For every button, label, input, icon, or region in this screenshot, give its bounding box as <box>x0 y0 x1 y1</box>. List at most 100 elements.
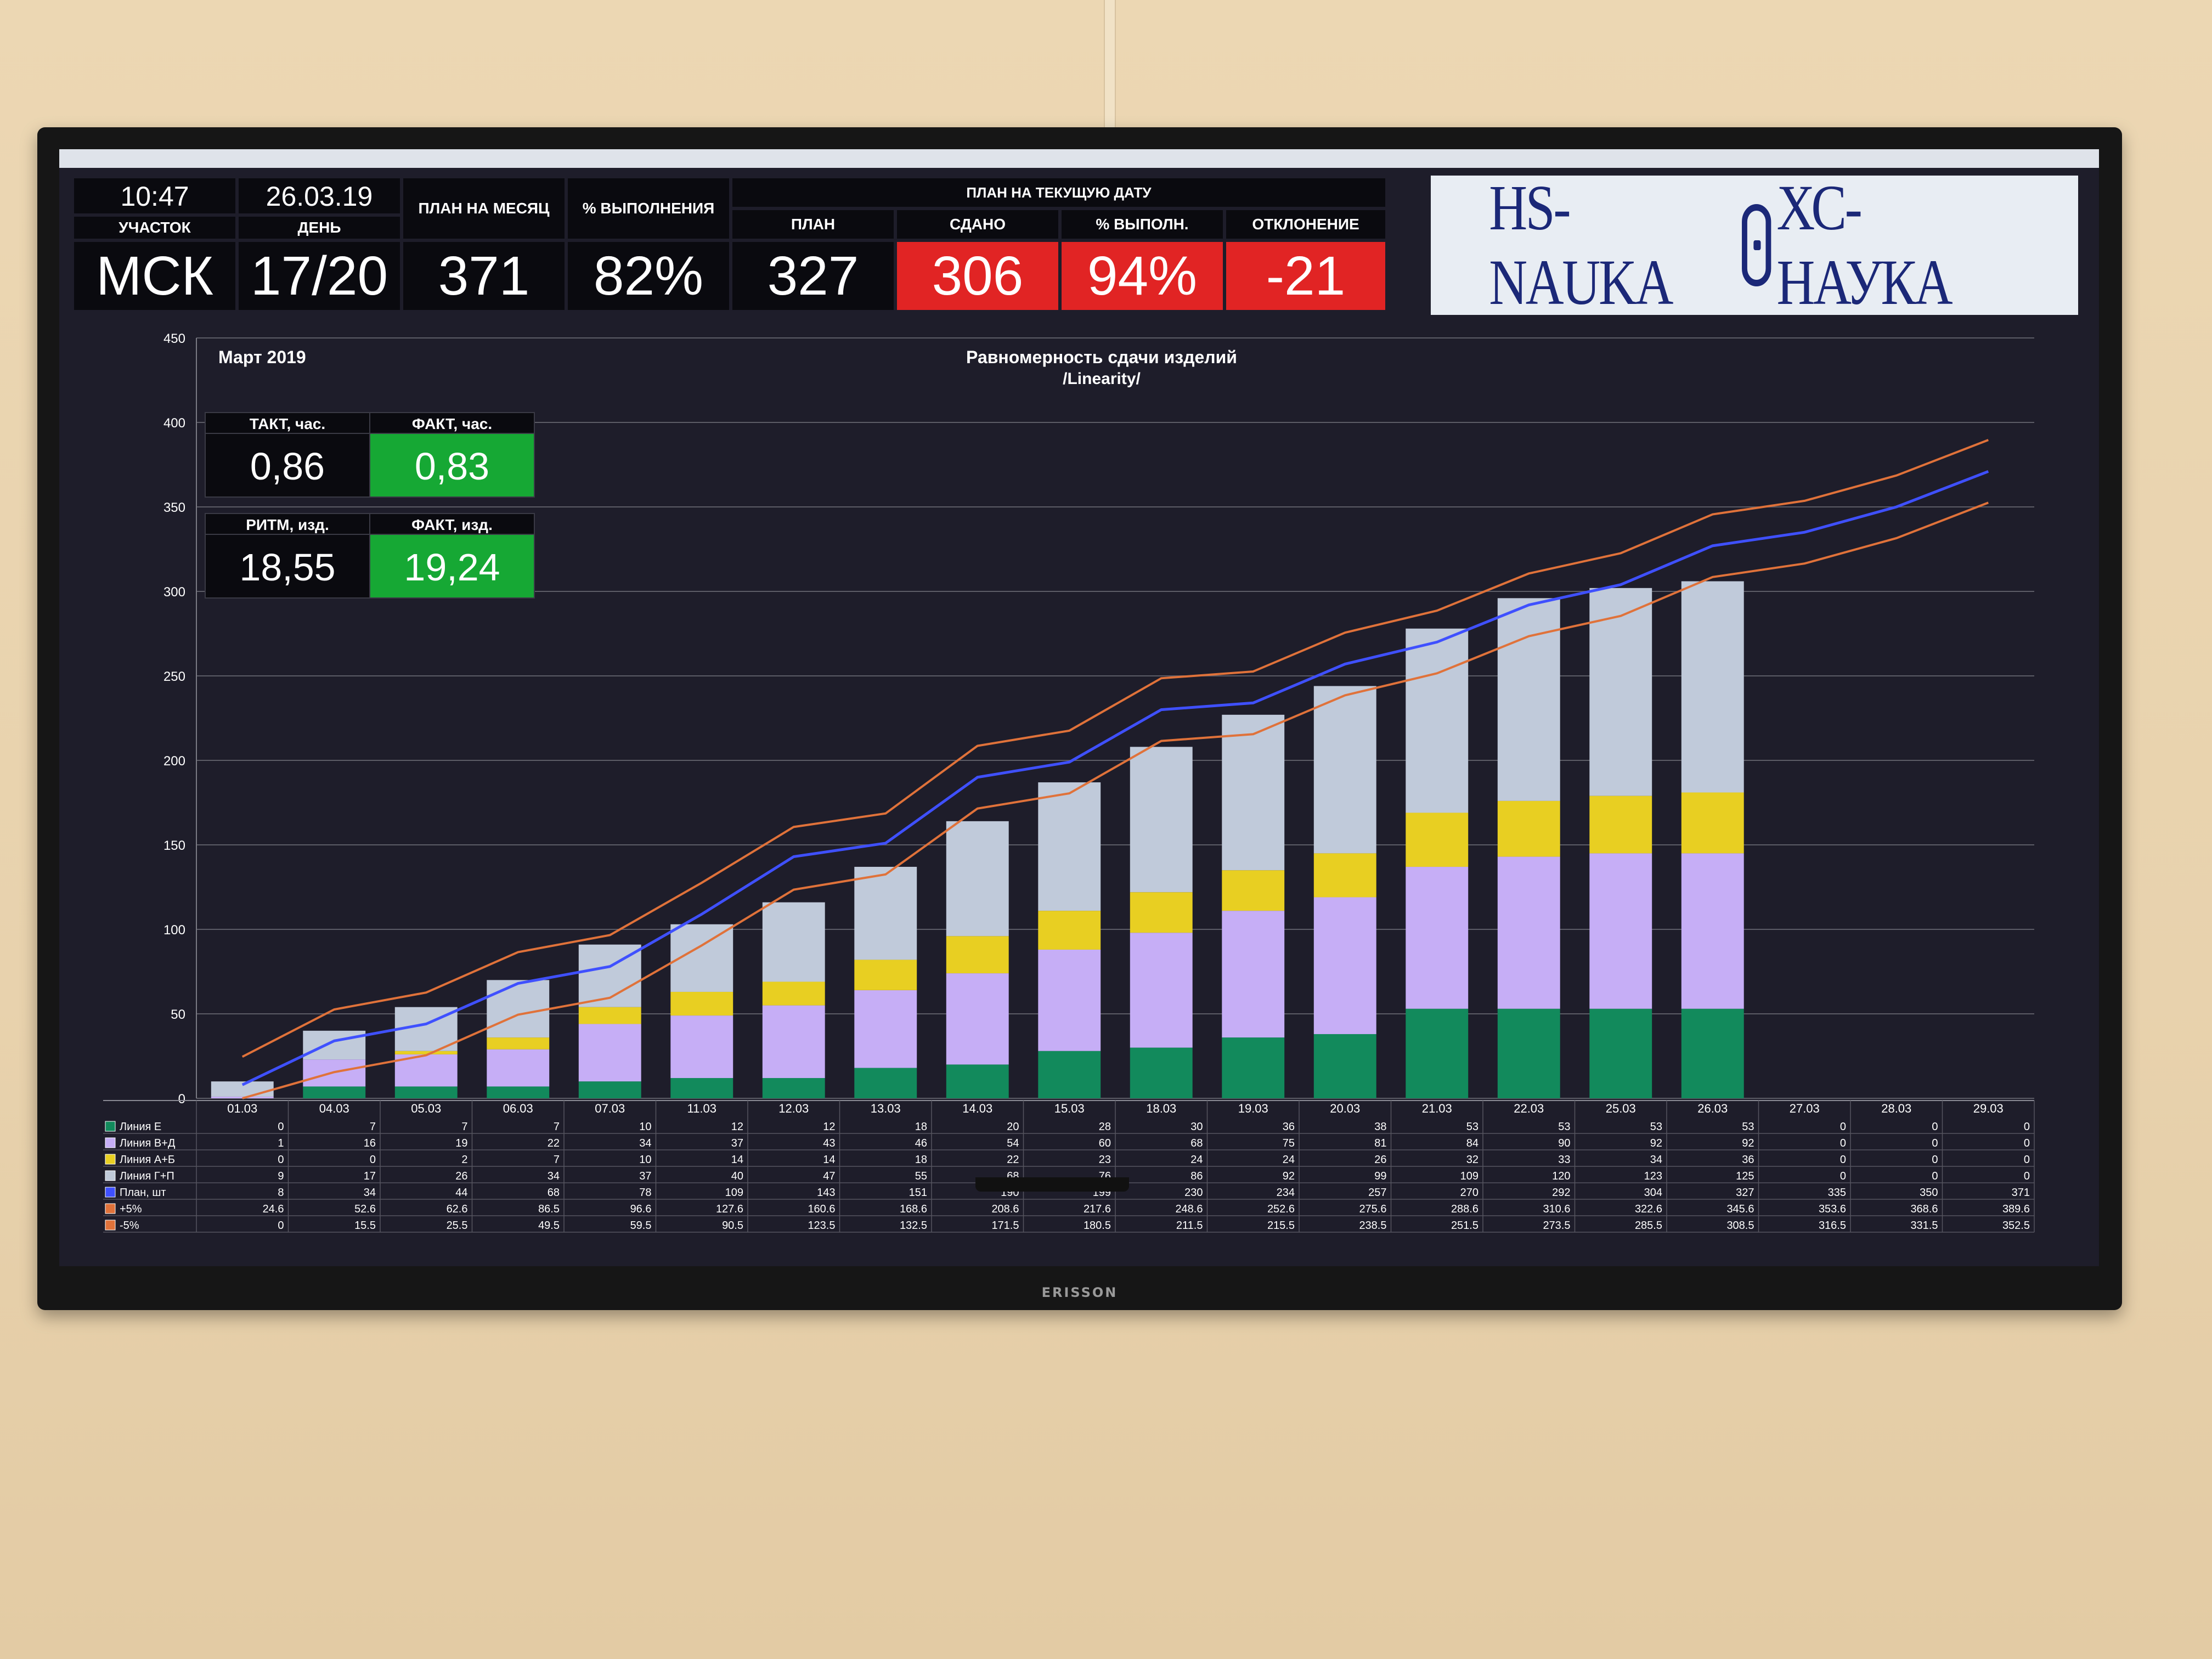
table-cell: 10 <box>639 1154 651 1166</box>
table-cell: 353.6 <box>1819 1203 1846 1215</box>
bar-segment <box>670 1015 733 1079</box>
table-cell: 99 <box>1374 1170 1386 1182</box>
table-cell: 68 <box>548 1187 560 1199</box>
table-cell: 345.6 <box>1726 1203 1754 1215</box>
table-cell: 47 <box>823 1170 835 1182</box>
table-cell: 20 <box>1007 1121 1019 1133</box>
table-row-label: Линия А+Б <box>120 1154 175 1166</box>
chart-title: Равномерность сдачи изделий <box>966 347 1237 367</box>
takt-fact-value: 0,83 <box>415 445 489 488</box>
table-cell: 0 <box>278 1220 284 1232</box>
table-row-label: +5% <box>120 1203 142 1215</box>
bar-segment <box>762 902 825 982</box>
section-value-cell: МСК <box>72 240 237 312</box>
table-cell: 292 <box>1552 1187 1570 1199</box>
rhythm-label: РИТМ, изд. <box>246 516 329 533</box>
bar-segment <box>1406 1008 1469 1098</box>
bar-segment <box>762 981 825 1006</box>
bar-segment <box>854 990 917 1068</box>
y-tick-label: 350 <box>163 500 185 515</box>
table-cell: 389.6 <box>2002 1203 2030 1215</box>
bar-segment <box>394 1051 458 1054</box>
delivered-value: 306 <box>932 245 1024 307</box>
y-tick-label: 150 <box>163 838 185 853</box>
table-cell: 62.6 <box>447 1203 468 1215</box>
y-tick-label: 50 <box>171 1007 185 1022</box>
x-tick-label: 05.03 <box>411 1102 441 1115</box>
legend-swatch <box>105 1220 116 1231</box>
legend-swatch <box>105 1121 116 1132</box>
table-cell: 53 <box>1558 1121 1570 1133</box>
bar-segment <box>578 1081 641 1098</box>
series-line <box>241 470 1989 1086</box>
y-tick-label: 450 <box>163 331 185 346</box>
table-cell: 257 <box>1368 1187 1386 1199</box>
bar-segment <box>1313 897 1376 1034</box>
table-cell: 22 <box>548 1137 560 1149</box>
bar-segment <box>1313 853 1376 898</box>
takt-fact-label-box <box>369 412 535 434</box>
table-cell: 53 <box>1466 1121 1479 1133</box>
bar-segment <box>1681 792 1744 854</box>
table-cell: 75 <box>1283 1137 1295 1149</box>
table-cell: 310.6 <box>1543 1203 1570 1215</box>
table-cell: 143 <box>817 1187 835 1199</box>
bar-segment <box>854 867 917 960</box>
table-cell: 24.6 <box>263 1203 284 1215</box>
legend-swatch <box>105 1203 116 1214</box>
table-cell: 160.6 <box>808 1203 835 1215</box>
table-cell: 7 <box>554 1121 560 1133</box>
table-cell: 151 <box>909 1187 927 1199</box>
y-axis: 0 50 100 150 200 250 300 350 400 450 <box>163 331 197 1107</box>
x-tick-label: 01.03 <box>227 1102 257 1115</box>
x-tick-label: 29.03 <box>1973 1102 2004 1115</box>
bar-segment <box>1038 1051 1101 1098</box>
month-plan-label: ПЛАН НА МЕСЯЦ <box>418 200 550 217</box>
table-cell: 92 <box>1283 1170 1295 1182</box>
x-tick-label: 21.03 <box>1422 1102 1452 1115</box>
bar-segment <box>1406 867 1469 1009</box>
x-tick-label: 04.03 <box>319 1102 349 1115</box>
table-cell: 26 <box>1374 1154 1386 1166</box>
table-cell: 14 <box>823 1154 835 1166</box>
x-tick-label: 11.03 <box>687 1102 716 1115</box>
section-value: МСК <box>96 245 213 307</box>
bar-segment <box>1589 1008 1652 1098</box>
table-cell: 180.5 <box>1084 1220 1111 1232</box>
bar-segment <box>1497 598 1560 801</box>
table-cell: 40 <box>731 1170 743 1182</box>
bar-segment <box>854 960 917 990</box>
table-cell: 125 <box>1736 1170 1754 1182</box>
table-cell: 60 <box>1099 1137 1111 1149</box>
y-tick-label: 400 <box>163 416 185 431</box>
x-tick-label: 28.03 <box>1881 1102 1911 1115</box>
bar-segment <box>487 1049 550 1087</box>
rhythm-fact-label-box <box>369 513 535 535</box>
bar-segment <box>1222 714 1285 871</box>
table-cell: 127.6 <box>716 1203 743 1215</box>
table-cell: 120 <box>1552 1170 1570 1182</box>
bar-segment <box>1589 795 1652 854</box>
section-label: УЧАСТОК <box>119 219 191 236</box>
bar-segment <box>1038 782 1101 911</box>
deviation-value: -21 <box>1266 245 1346 307</box>
table-cell: 90 <box>1558 1137 1570 1149</box>
table-cell: 7 <box>554 1154 560 1166</box>
x-tick-label: 20.03 <box>1330 1102 1360 1115</box>
table-cell: 234 <box>1277 1187 1295 1199</box>
table-cell: 46 <box>915 1137 927 1149</box>
chart-lines <box>241 439 1989 1099</box>
bar-segment <box>1130 747 1193 893</box>
table-cell: 36 <box>1283 1121 1295 1133</box>
table-row-label: Линия Е <box>120 1121 161 1133</box>
table-row-label: Линия В+Д <box>120 1137 176 1149</box>
x-tick-label: 06.03 <box>503 1102 533 1115</box>
table-cell: 55 <box>915 1170 927 1182</box>
pct-value: 94% <box>1087 245 1198 307</box>
table-cell: 208.6 <box>991 1203 1019 1215</box>
bar-segment <box>303 1030 366 1060</box>
table-cell: 86 <box>1190 1170 1203 1182</box>
bar-segment <box>1497 800 1560 857</box>
bar-segment <box>946 1064 1009 1098</box>
